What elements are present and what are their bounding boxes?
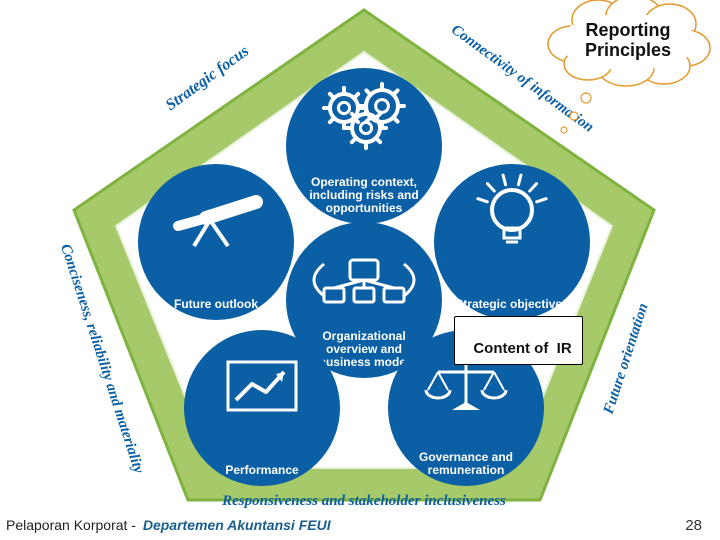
content-circle-label: Governance andremuneration	[419, 450, 513, 477]
footer-text-plain: Pelaporan Korporat -	[6, 517, 140, 533]
content-circle-performance: Performance	[184, 330, 340, 486]
footer: Pelaporan Korporat - Departemen Akuntans…	[6, 516, 336, 534]
content-circle-future-outlook: Future outlook	[138, 164, 294, 320]
pentagon-edge-label: Responsiveness and stakeholder inclusive…	[221, 493, 506, 509]
footer-text-emph: Departemen Akuntansi FEUI	[138, 516, 336, 534]
page-number: 28	[685, 517, 702, 534]
content-circle-label: Strategic objectives	[455, 297, 569, 311]
reporting-principles-callout: ReportingPrinciples	[548, 0, 710, 133]
thought-bubble	[581, 93, 591, 103]
reporting-principles-text: ReportingPrinciples	[585, 20, 671, 60]
content-circle-label: Performance	[225, 463, 299, 477]
content-of-ir-text: Content of IR	[473, 340, 571, 357]
thought-bubble	[570, 112, 578, 120]
content-circle-label: Operating context,including risks andopp…	[309, 175, 418, 215]
content-of-ir-callout: Content of IR	[454, 316, 583, 365]
svg-text:Responsiveness and stakeholder: Responsiveness and stakeholder inclusive…	[221, 493, 506, 509]
content-circle-strategic-objectives: Strategic objectives	[434, 164, 590, 320]
thought-bubble	[561, 127, 567, 133]
content-circle-label: Future outlook	[174, 297, 258, 311]
content-circle-label: Organizationaloverview andbusiness model	[319, 329, 410, 369]
content-circle-operating-context: Operating context,including risks andopp…	[286, 68, 442, 224]
